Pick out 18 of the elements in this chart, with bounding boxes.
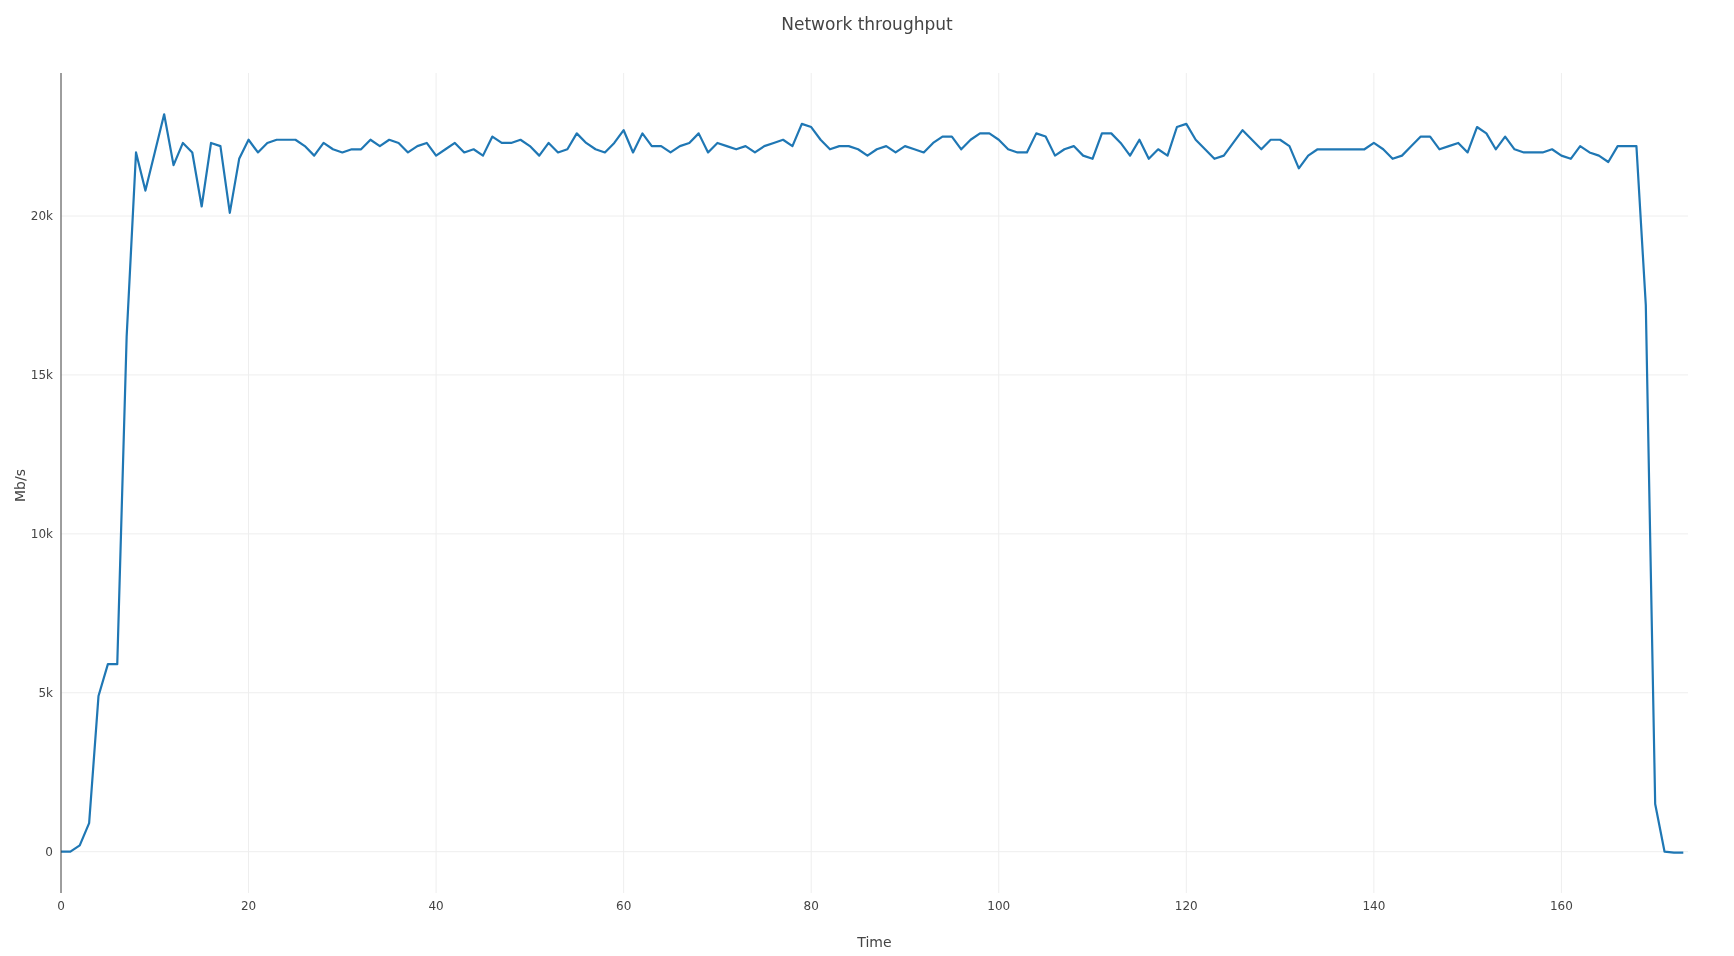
x-tick-label: 100 — [987, 898, 1011, 913]
x-axis-title: Time — [856, 934, 893, 950]
y-tick-label: 5k — [38, 686, 54, 701]
y-tick-label: 20k — [30, 209, 54, 224]
line-series — [61, 113, 1685, 854]
x-tick-label: 0 — [57, 898, 65, 913]
y-tick-label: 10k — [30, 527, 54, 542]
x-tick-label: 140 — [1362, 898, 1386, 913]
x-tick-label: 20 — [240, 898, 257, 913]
x-tick-label: 40 — [428, 898, 444, 913]
y-tick-label: 0 — [45, 844, 53, 859]
x-tick-label: 80 — [803, 898, 819, 913]
x-tick-label: 120 — [1174, 898, 1198, 913]
x-tick-label: 160 — [1549, 898, 1573, 913]
y-axis-title: Mb/s — [12, 469, 28, 502]
chart-title: Network throughput — [780, 14, 954, 34]
x-tick-label: 60 — [616, 898, 632, 913]
y-tick-label: 15k — [30, 368, 54, 383]
